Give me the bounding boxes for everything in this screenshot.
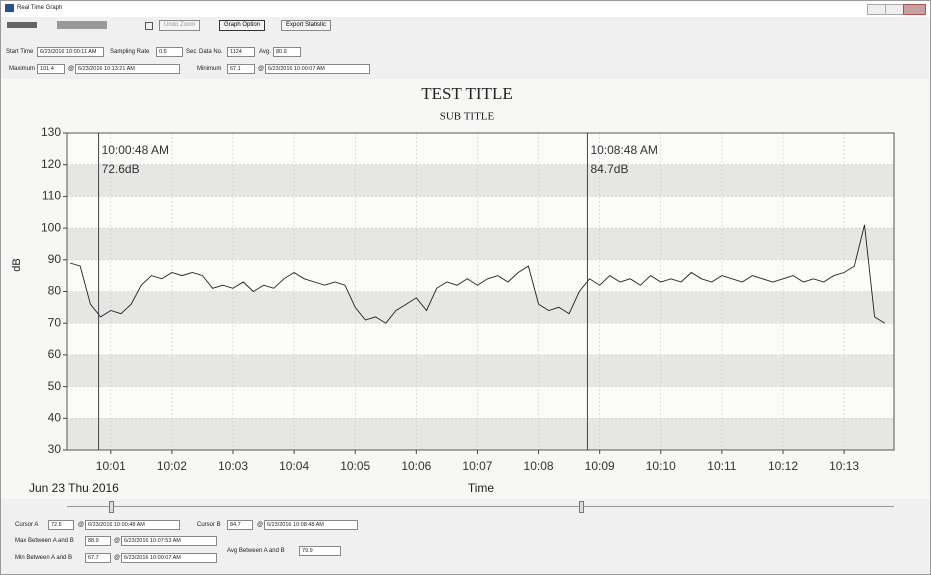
graph-option-button[interactable]: Graph Option (219, 20, 266, 31)
field-label: Cursor B (197, 522, 221, 528)
slider-thumb-a[interactable] (109, 501, 114, 513)
at-label: @ (257, 522, 264, 528)
toolbar: Undo Zoom Graph Option Export Statistic (1, 18, 930, 33)
field-label: Maximum (9, 66, 36, 72)
field-label: Start Time (6, 49, 34, 55)
plot-border (66, 132, 895, 451)
cursor-b-time-field[interactable]: 6/23/2016 10:08:48 AM (264, 520, 358, 530)
avg-between-field[interactable]: 79.9 (299, 546, 341, 556)
y-tick-label: 110 (42, 189, 61, 203)
cursor-a-field[interactable]: 72.6 (48, 520, 74, 530)
close-button[interactable] (903, 4, 926, 15)
grid-band (67, 354, 894, 387)
min-between-field[interactable]: 67.7 (85, 553, 111, 563)
cursor-a-time-field[interactable]: 6/23/2016 10:00:48 AM (85, 520, 180, 530)
at-label: @ (78, 522, 85, 528)
x-tick-label: 10:10 (646, 459, 676, 473)
min-between-time-field[interactable]: 6/23/2016 10:00:07 AM (121, 553, 217, 563)
field-label: Data No. (199, 49, 223, 55)
slider-thumb-b[interactable] (579, 501, 584, 513)
data-line (69, 224, 886, 324)
y-tick-label: 50 (48, 379, 62, 393)
at-label: @ (114, 538, 121, 544)
maximum-field[interactable]: 101.4 (37, 64, 65, 74)
x-tick-label: 10:09 (585, 459, 615, 473)
x-tick-label: 10:12 (768, 459, 798, 473)
x-tick-label: 10:03 (218, 459, 248, 473)
sampling-rate-field[interactable]: 0.5 (156, 47, 183, 57)
minimum-time-field[interactable]: 6/23/2016 10:00:07 AM (265, 64, 370, 74)
y-tick-label: 100 (41, 220, 61, 234)
export-statistic-button[interactable]: Export Statistic (281, 20, 332, 31)
toolbar-icon[interactable] (145, 22, 153, 30)
at-label: @ (68, 66, 75, 72)
x-tick-label: 10:08 (524, 459, 554, 473)
slider-track (67, 506, 894, 507)
minimize-button[interactable] (867, 4, 886, 15)
cursor-time: 10:08:48 AM (590, 143, 657, 157)
max-between-field[interactable]: 88.9 (85, 536, 111, 546)
field-label: Cursor A (15, 522, 39, 528)
grid-band (67, 164, 894, 197)
y-tick-label: 120 (41, 157, 61, 171)
x-tick-label: 10:01 (96, 459, 126, 473)
y-tick-label: 40 (48, 410, 62, 424)
field-label: Sec (186, 49, 197, 55)
minimum-field[interactable]: 67.1 (227, 64, 255, 74)
maximize-button[interactable] (885, 4, 904, 15)
y-axis-label: dB (11, 258, 23, 271)
chart: TEST TITLE SUB TITLE dB Time Jun 23 Thu … (1, 79, 930, 499)
grid-band (67, 228, 894, 260)
grid-band (67, 418, 894, 450)
undo-zoom-button[interactable]: Undo Zoom (159, 20, 201, 31)
title-bar: Real Time Graph (1, 1, 930, 17)
cursor-value: 72.6dB (102, 162, 140, 176)
at-label: @ (258, 66, 265, 72)
field-label: Avg. (259, 49, 271, 55)
grid-band (67, 291, 894, 324)
toolbar-icons[interactable] (57, 21, 107, 29)
start-time-field[interactable]: 6/23/2016 10:00:11 AM (37, 47, 104, 57)
x-tick-label: 10:04 (279, 459, 309, 473)
maximum-time-field[interactable]: 6/23/2016 10:13:21 AM (75, 64, 180, 74)
data-no-field[interactable]: 1124 (227, 47, 255, 57)
chart-subtitle: SUB TITLE (440, 111, 495, 123)
y-tick-label: 130 (41, 125, 61, 139)
x-tick-label: 10:07 (462, 459, 492, 473)
avg-field[interactable]: 80.9 (273, 47, 301, 57)
x-tick-label: 10:11 (707, 459, 736, 473)
field-label: Avg Between A and B (227, 548, 285, 554)
field-label: Sampling Rate (110, 49, 150, 55)
field-label: Max Between A and B (15, 538, 74, 544)
y-tick-label: 80 (48, 284, 62, 298)
x-tick-label: 10:13 (829, 459, 859, 473)
x-tick-label: 10:06 (401, 459, 431, 473)
window-title: Real Time Graph (17, 5, 63, 11)
y-tick-label: 90 (48, 252, 62, 266)
field-label: Min Between A and B (15, 555, 73, 561)
y-tick-label: 30 (48, 442, 62, 456)
chart-title: TEST TITLE (421, 84, 512, 103)
x-axis-label: Time (468, 481, 495, 495)
cursor-time: 10:00:48 AM (102, 143, 169, 157)
app-icon (5, 4, 14, 12)
at-label: @ (114, 555, 121, 561)
field-label: Minimum (197, 66, 222, 72)
cursor-b-field[interactable]: 84.7 (227, 520, 253, 530)
x-tick-label: 10:05 (340, 459, 370, 473)
cursor-value: 84.7dB (590, 162, 628, 176)
y-tick-label: 60 (48, 347, 62, 361)
date-label: Jun 23 Thu 2016 (29, 481, 119, 495)
x-tick-label: 10:02 (157, 459, 187, 473)
max-between-time-field[interactable]: 6/23/2016 10:07:53 AM (121, 536, 217, 546)
toolbar-icons[interactable] (7, 22, 37, 28)
y-tick-label: 70 (48, 315, 62, 329)
